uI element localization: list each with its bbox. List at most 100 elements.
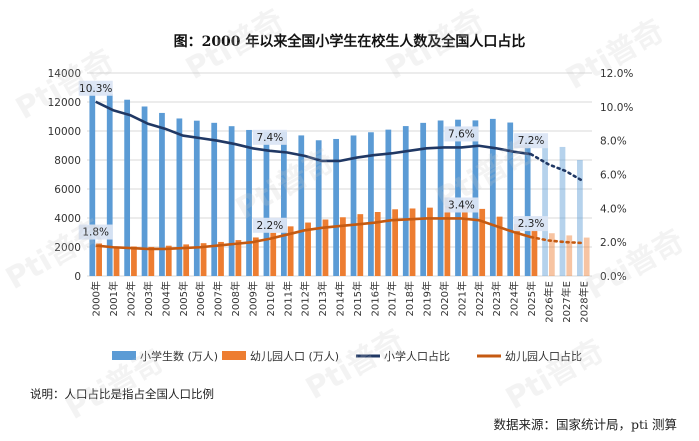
x-tick-label: 2025年 [525, 281, 538, 316]
data-label: 7.6% [448, 128, 475, 140]
x-tick-label: 2010年 [264, 281, 277, 316]
x-tick-label: 2022年 [473, 281, 486, 316]
bar [287, 226, 294, 276]
data-label-box [514, 133, 549, 149]
bar [444, 206, 451, 276]
bar [374, 211, 381, 276]
y-left-tick-label: 8000 [54, 155, 81, 167]
bar [461, 206, 468, 276]
x-tick-label: 2014年 [334, 281, 347, 316]
bar [392, 209, 399, 276]
series-line-forecast [529, 152, 585, 183]
bar [542, 141, 548, 276]
bar [385, 129, 392, 276]
bar [531, 229, 538, 276]
bar [322, 219, 329, 276]
bar [89, 87, 96, 277]
data-label: 2.3% [518, 218, 545, 230]
data-label: 1.8% [82, 227, 109, 239]
x-tick-label: 2003年 [142, 281, 155, 316]
y-right-tick-label: 10.0% [600, 102, 633, 114]
y-right-tick-label: 6.0% [600, 170, 627, 182]
bar [340, 217, 346, 276]
x-tick-label: 2002年 [125, 281, 138, 316]
x-tick-label: 2004年 [159, 281, 172, 316]
y-left-tick-label: 6000 [54, 184, 81, 196]
x-tick-label: 2020年 [438, 281, 451, 316]
chart-note: 说明：人口占比是指占全国人口比例 [30, 387, 214, 401]
bar [270, 232, 277, 276]
bar [402, 126, 409, 276]
data-label: 3.4% [448, 199, 475, 211]
bar [489, 118, 496, 277]
x-tick-label: 2008年 [229, 281, 242, 316]
legend-label: 小学人口占比 [384, 349, 450, 363]
legend-label: 幼儿园人口占比 [505, 349, 582, 363]
y-left-tick-label: 0 [74, 271, 81, 283]
data-label: 7.4% [257, 132, 284, 144]
bar [280, 132, 287, 276]
bar [368, 132, 374, 276]
x-tick-label: 2001年 [107, 281, 120, 316]
x-tick-label: 2028年E [577, 281, 590, 323]
y-right-tick-label: 4.0% [600, 203, 627, 215]
series-line [95, 100, 532, 163]
data-label-box [252, 129, 287, 145]
bar [246, 129, 252, 276]
x-tick-label: 2000年 [90, 281, 103, 316]
y-left-tick-label: 10000 [48, 126, 81, 138]
bar [113, 246, 120, 276]
bar [235, 240, 242, 276]
bar [420, 122, 427, 276]
bar [559, 146, 566, 276]
x-tick-label: 2009年 [246, 281, 259, 316]
bar [183, 244, 190, 276]
bar [566, 235, 573, 276]
data-label-box [78, 80, 113, 96]
bar [427, 207, 433, 276]
legend-label: 小学生数 (万人) [140, 349, 218, 363]
bar [193, 120, 200, 277]
x-tick-label: 2011年 [281, 281, 294, 316]
legend-swatch [222, 351, 246, 360]
x-tick-label: 2007年 [212, 281, 225, 316]
data-label: 2.2% [257, 220, 284, 232]
x-tick-label: 2013年 [316, 281, 329, 316]
data-label-box [444, 197, 479, 213]
bar [507, 122, 514, 276]
bar [305, 222, 311, 276]
y-left-tick-label: 4000 [54, 213, 81, 225]
bar [409, 208, 416, 276]
y-right-tick-label: 8.0% [600, 136, 627, 148]
data-label: 7.2% [518, 135, 545, 147]
bar [263, 131, 270, 276]
x-tick-label: 2012年 [299, 281, 312, 316]
bar [357, 214, 364, 276]
x-tick-label: 2027年E [560, 281, 573, 323]
x-tick-label: 2023年 [490, 281, 503, 316]
series-line-forecast [529, 235, 585, 245]
x-tick-label: 2024年 [508, 281, 521, 316]
x-tick-label: 2017年 [386, 281, 399, 316]
bar [577, 160, 583, 276]
bar [479, 208, 486, 276]
data-label: 10.3% [79, 83, 112, 95]
x-tick-label: 2006年 [194, 281, 207, 316]
y-right-tick-label: 2.0% [600, 237, 627, 249]
x-tick-label: 2019年 [421, 281, 434, 316]
data-label-box [514, 216, 549, 232]
bar [228, 126, 235, 276]
bar [141, 106, 148, 277]
y-left-tick-label: 14000 [48, 68, 81, 80]
data-source: 数据来源：国家统计局，pti 测算 [493, 417, 678, 432]
x-tick-label: 2005年 [177, 281, 190, 316]
legend-swatch [112, 351, 136, 360]
y-right-tick-label: 0.0% [600, 271, 627, 283]
bar [159, 112, 165, 276]
bar [298, 135, 305, 276]
bar [124, 99, 131, 276]
x-tick-label: 2015年 [351, 281, 364, 316]
x-tick-label: 2018年 [403, 281, 416, 316]
bar [548, 233, 555, 276]
